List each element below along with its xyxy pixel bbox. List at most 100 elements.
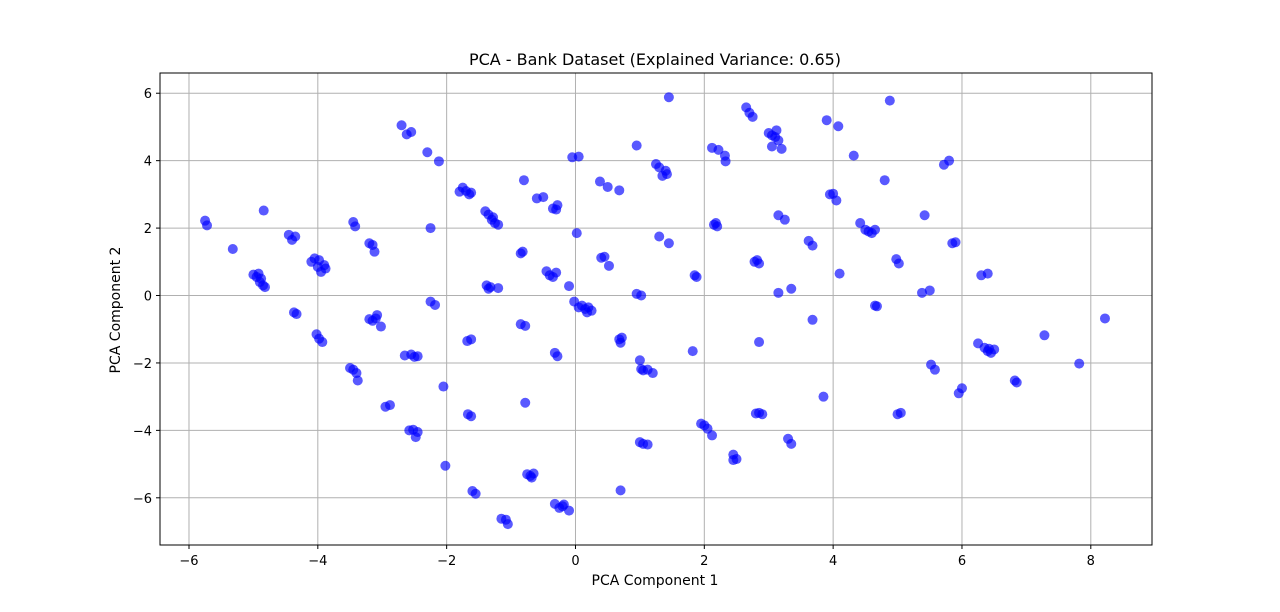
x-axis-label: PCA Component 1 [592, 573, 719, 589]
scatter-point [466, 411, 477, 422]
scatter-point [573, 151, 584, 162]
scatter-point [773, 287, 784, 298]
x-tick-label: −2 [437, 554, 456, 569]
scatter-point [950, 237, 961, 248]
scatter-point [538, 192, 549, 203]
scatter-point [412, 351, 423, 362]
scatter-point [317, 337, 328, 348]
x-tick-label: −4 [308, 554, 327, 569]
scatter-point [440, 460, 451, 471]
scatter-point [502, 519, 513, 530]
scatter-point [493, 219, 504, 230]
scatter-point [258, 205, 269, 216]
scatter-point [615, 485, 626, 496]
scatter-point [412, 427, 423, 438]
scatter-point [929, 364, 940, 375]
scatter-point [290, 231, 301, 242]
scatter-point [731, 454, 742, 465]
scatter-point [615, 337, 626, 348]
y-tick-label: 6 [144, 87, 152, 102]
scatter-point [710, 218, 721, 229]
scatter-point [919, 210, 930, 221]
scatter-point [634, 355, 645, 366]
scatter-point [786, 438, 797, 449]
scatter-point [833, 121, 844, 132]
scatter-point [687, 346, 698, 357]
scatter-point [396, 120, 407, 131]
y-tick-label: 2 [144, 222, 152, 237]
scatter-point [1074, 358, 1085, 369]
scatter-point [470, 488, 481, 499]
y-tick-label: 0 [144, 290, 152, 305]
x-tick-label: −6 [179, 554, 198, 569]
scatter-point [528, 468, 539, 479]
scatter-point [855, 218, 866, 229]
scatter-point [807, 240, 818, 251]
scatter-point [582, 307, 593, 318]
scatter-point [438, 381, 449, 392]
scatter-point [944, 155, 955, 166]
scatter-point [870, 224, 881, 235]
scatter-point [779, 214, 790, 225]
scatter-point [320, 263, 331, 274]
scatter-point [602, 181, 613, 192]
scatter-point [691, 271, 702, 282]
scatter-point [884, 95, 895, 106]
scatter-point [520, 397, 531, 408]
data-points [200, 92, 1110, 530]
scatter-point [1039, 330, 1050, 341]
scatter-point [982, 268, 993, 279]
scatter-point [466, 334, 477, 345]
scatter-point [515, 248, 526, 259]
scatter-point [551, 267, 562, 278]
scatter-point [654, 231, 665, 242]
scatter-point [254, 277, 265, 288]
scatter-point [599, 251, 610, 262]
x-tick-label: 2 [700, 554, 708, 569]
y-axis-label: PCA Component 2 [108, 247, 124, 374]
y-tick-label: 4 [144, 155, 152, 170]
x-tick-label: 8 [1087, 554, 1095, 569]
scatter-point [1011, 377, 1022, 388]
scatter-point [713, 144, 724, 155]
scatter-point [647, 368, 658, 379]
axis-ticks: −6 −4 −2 0 2 4 6 8 −6 −4 −2 0 2 4 6 [133, 87, 1095, 569]
scatter-point [291, 309, 302, 320]
scatter-point [351, 368, 362, 379]
scatter-point [707, 430, 718, 441]
scatter-point [425, 223, 436, 234]
scatter-point [661, 169, 672, 180]
scatter-point [917, 287, 928, 298]
scatter-point [773, 135, 784, 146]
scatter-point [564, 505, 575, 516]
scatter-point [807, 314, 818, 325]
scatter-point [603, 260, 614, 271]
scatter-point [636, 290, 647, 301]
scatter-point [924, 285, 935, 296]
scatter-point [518, 175, 529, 186]
scatter-point [433, 156, 444, 167]
scatter-point [350, 221, 361, 232]
scatter-point [614, 185, 625, 196]
scatter-point [406, 127, 417, 137]
scatter-point [834, 268, 845, 279]
scatter-point [571, 228, 582, 239]
scatter-point [776, 143, 787, 154]
y-tick-label: −6 [133, 492, 152, 507]
scatter-point [984, 343, 995, 354]
scatter-point [372, 310, 383, 321]
scatter-point [384, 400, 395, 411]
chart-title: PCA - Bank Dataset (Explained Variance: … [469, 50, 841, 69]
scatter-point [202, 220, 213, 231]
scatter-point [564, 281, 575, 292]
scatter-point [879, 175, 890, 186]
scatter-point [663, 92, 674, 103]
scatter-point [747, 111, 758, 122]
scatter-point [227, 243, 238, 254]
y-tick-label: −2 [133, 357, 152, 372]
x-tick-label: 4 [829, 554, 837, 569]
scatter-point [818, 391, 829, 402]
scatter-point [552, 200, 563, 211]
scatter-point [893, 258, 904, 269]
